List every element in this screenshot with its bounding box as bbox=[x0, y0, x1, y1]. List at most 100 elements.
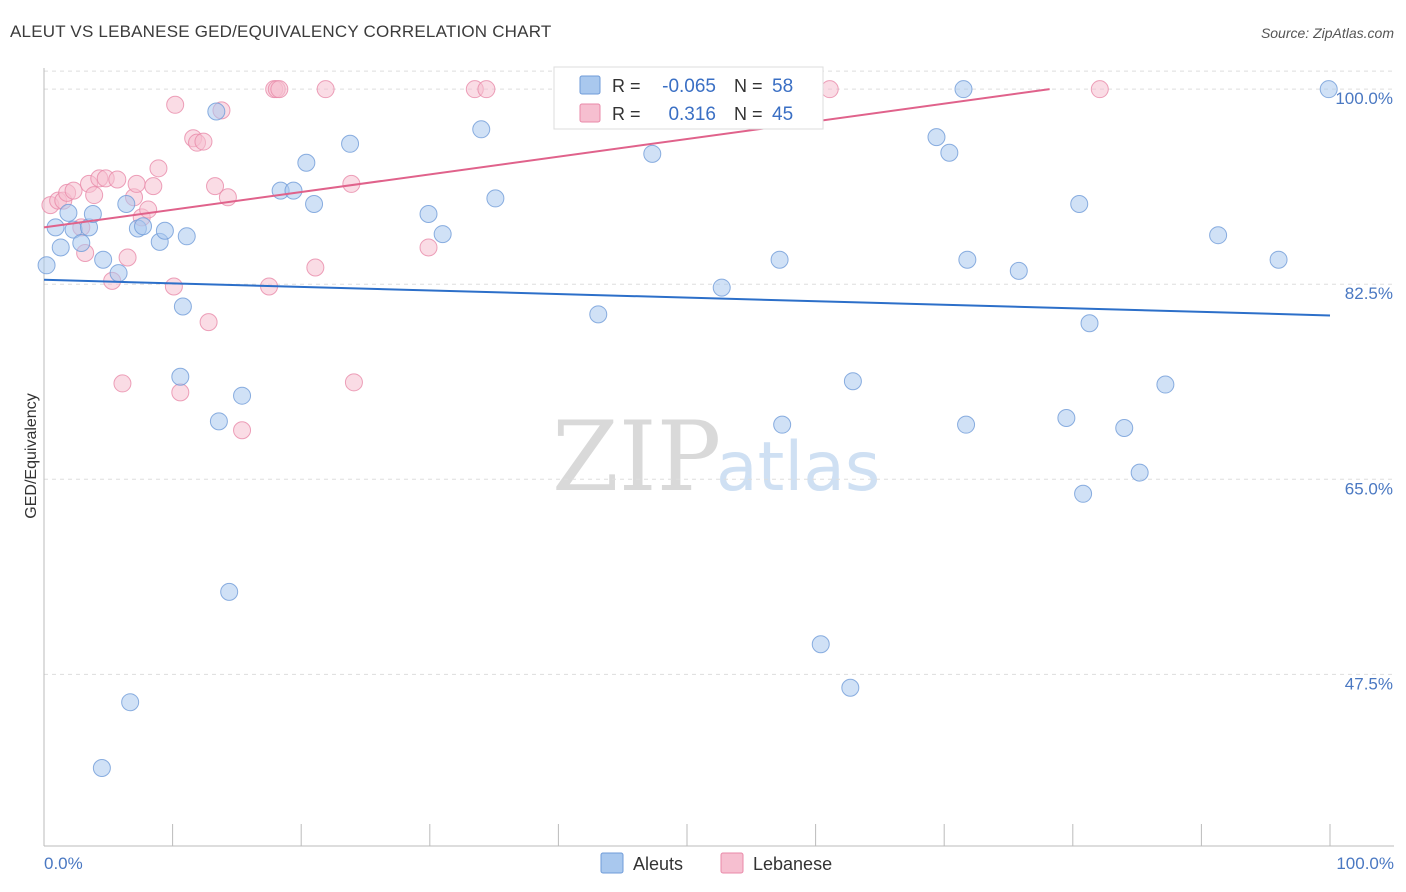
aleuts-point-3 bbox=[59, 203, 78, 222]
aleuts-point-7 bbox=[83, 205, 102, 224]
aleuts-point-34 bbox=[643, 144, 662, 163]
aleuts-point-41 bbox=[843, 372, 862, 391]
aleuts-point-53 bbox=[1130, 463, 1149, 482]
aleuts-point-38 bbox=[773, 415, 792, 434]
lebanese-points bbox=[41, 80, 1109, 440]
watermark-zip-text: ZIP bbox=[552, 401, 721, 513]
lebanese-point-40 bbox=[419, 238, 438, 257]
watermark-atlas-text: atlas bbox=[716, 428, 880, 507]
y-axis-title: GED/Equivalency bbox=[23, 393, 40, 518]
aleuts-point-23 bbox=[233, 386, 252, 405]
lebanese-point-22 bbox=[166, 95, 185, 114]
aleuts-point-43 bbox=[940, 143, 959, 162]
aleuts-point-56 bbox=[1269, 250, 1288, 269]
lebanese-point-31 bbox=[233, 421, 252, 440]
lebanese-point-35 bbox=[270, 80, 289, 99]
lebanese-point-39 bbox=[344, 373, 363, 392]
aleuts-point-8 bbox=[94, 250, 113, 269]
series-legend: Aleuts Lebanese bbox=[600, 852, 832, 874]
lebanese-point-12 bbox=[108, 170, 127, 189]
legend-label-aleuts: Aleuts bbox=[633, 854, 683, 874]
aleuts-point-30 bbox=[433, 225, 452, 244]
x-tick-labels: 0.0% 100.0% bbox=[44, 854, 1394, 873]
aleuts-point-9 bbox=[92, 758, 111, 777]
lebanese-swatch bbox=[579, 103, 601, 123]
lebanese-point-20 bbox=[149, 159, 168, 178]
aleuts-point-39 bbox=[811, 635, 830, 654]
chart-title: ALEUT VS LEBANESE GED/EQUIVALENCY CORREL… bbox=[10, 22, 552, 41]
aleuts-point-0 bbox=[37, 256, 56, 275]
aleuts-point-54 bbox=[1156, 375, 1175, 394]
x-tick-label-min: 0.0% bbox=[44, 854, 83, 873]
aleuts-point-12 bbox=[121, 693, 140, 712]
aleuts-point-51 bbox=[1080, 314, 1099, 333]
aleuts-point-44 bbox=[954, 80, 973, 99]
aleuts-point-18 bbox=[173, 297, 192, 316]
aleuts-swatch bbox=[579, 75, 601, 95]
y-tick-label-1: 82.5% bbox=[1345, 284, 1393, 303]
lebanese-r-value: 0.316 bbox=[668, 104, 716, 125]
lebanese-point-36 bbox=[306, 258, 325, 277]
aleuts-r-label: R = bbox=[612, 76, 641, 96]
aleuts-point-5 bbox=[72, 233, 91, 252]
aleuts-point-2 bbox=[51, 238, 70, 257]
correlation-legend: R = -0.065 N = 58 R = 0.316 N = 45 bbox=[553, 66, 824, 130]
aleuts-point-46 bbox=[958, 250, 977, 269]
aleuts-point-21 bbox=[209, 412, 228, 431]
y-tick-labels: 100.0% 82.5% 65.0% 47.5% bbox=[1335, 89, 1393, 693]
aleuts-point-11 bbox=[117, 194, 136, 213]
aleuts-n-label: N = bbox=[734, 76, 763, 96]
lebanese-point-21 bbox=[164, 277, 183, 296]
aleuts-point-50 bbox=[1074, 484, 1093, 503]
lebanese-point-8 bbox=[85, 186, 104, 205]
aleuts-point-32 bbox=[486, 189, 505, 208]
y-tick-label-0: 100.0% bbox=[1335, 89, 1393, 108]
aleuts-point-27 bbox=[305, 194, 324, 213]
aleuts-point-22 bbox=[220, 582, 239, 601]
lebanese-n-value: 45 bbox=[772, 104, 793, 125]
x-tick-label-max: 100.0% bbox=[1336, 854, 1394, 873]
aleuts-point-42 bbox=[927, 128, 946, 147]
aleuts-point-31 bbox=[472, 120, 491, 139]
aleuts-points bbox=[37, 80, 1338, 777]
aleuts-point-37 bbox=[770, 250, 789, 269]
aleuts-point-33 bbox=[589, 305, 608, 324]
aleuts-point-57 bbox=[1319, 80, 1338, 99]
legend-label-lebanese: Lebanese bbox=[753, 854, 832, 874]
aleuts-trend-line bbox=[43, 278, 1331, 317]
lebanese-point-4 bbox=[64, 181, 83, 200]
aleuts-point-29 bbox=[419, 205, 438, 224]
aleuts-point-10 bbox=[109, 264, 128, 283]
aleuts-point-16 bbox=[155, 221, 174, 240]
aleuts-point-17 bbox=[171, 367, 190, 386]
lebanese-r-label: R = bbox=[612, 104, 641, 124]
aleuts-point-14 bbox=[134, 217, 153, 236]
lebanese-point-44 bbox=[1090, 80, 1109, 99]
axes bbox=[43, 68, 1394, 847]
lebanese-point-43 bbox=[820, 80, 839, 99]
source-credit: Source: ZipAtlas.com bbox=[1260, 25, 1394, 41]
lebanese-point-23 bbox=[171, 383, 190, 402]
aleuts-point-20 bbox=[207, 102, 226, 121]
lebanese-point-18 bbox=[139, 200, 158, 219]
lebanese-point-28 bbox=[206, 177, 225, 196]
lebanese-point-27 bbox=[199, 313, 218, 332]
aleuts-point-48 bbox=[1057, 408, 1076, 427]
aleuts-point-55 bbox=[1209, 226, 1228, 245]
lebanese-point-13 bbox=[113, 374, 132, 393]
aleuts-point-19 bbox=[177, 227, 196, 246]
lebanese-point-26 bbox=[194, 132, 213, 151]
aleuts-point-26 bbox=[297, 153, 316, 172]
aleuts-point-35 bbox=[712, 278, 731, 297]
aleuts-point-28 bbox=[341, 134, 360, 153]
aleuts-point-25 bbox=[284, 181, 303, 200]
aleuts-point-49 bbox=[1070, 194, 1089, 213]
y-tick-label-3: 47.5% bbox=[1345, 674, 1393, 693]
aleuts-point-40 bbox=[841, 678, 860, 697]
lebanese-point-19 bbox=[144, 177, 163, 196]
grid-lines bbox=[44, 70, 1394, 675]
lebanese-point-37 bbox=[316, 80, 335, 99]
lebanese-n-label: N = bbox=[734, 104, 763, 124]
lebanese-point-42 bbox=[477, 80, 496, 99]
aleuts-r-value: -0.065 bbox=[662, 76, 716, 97]
